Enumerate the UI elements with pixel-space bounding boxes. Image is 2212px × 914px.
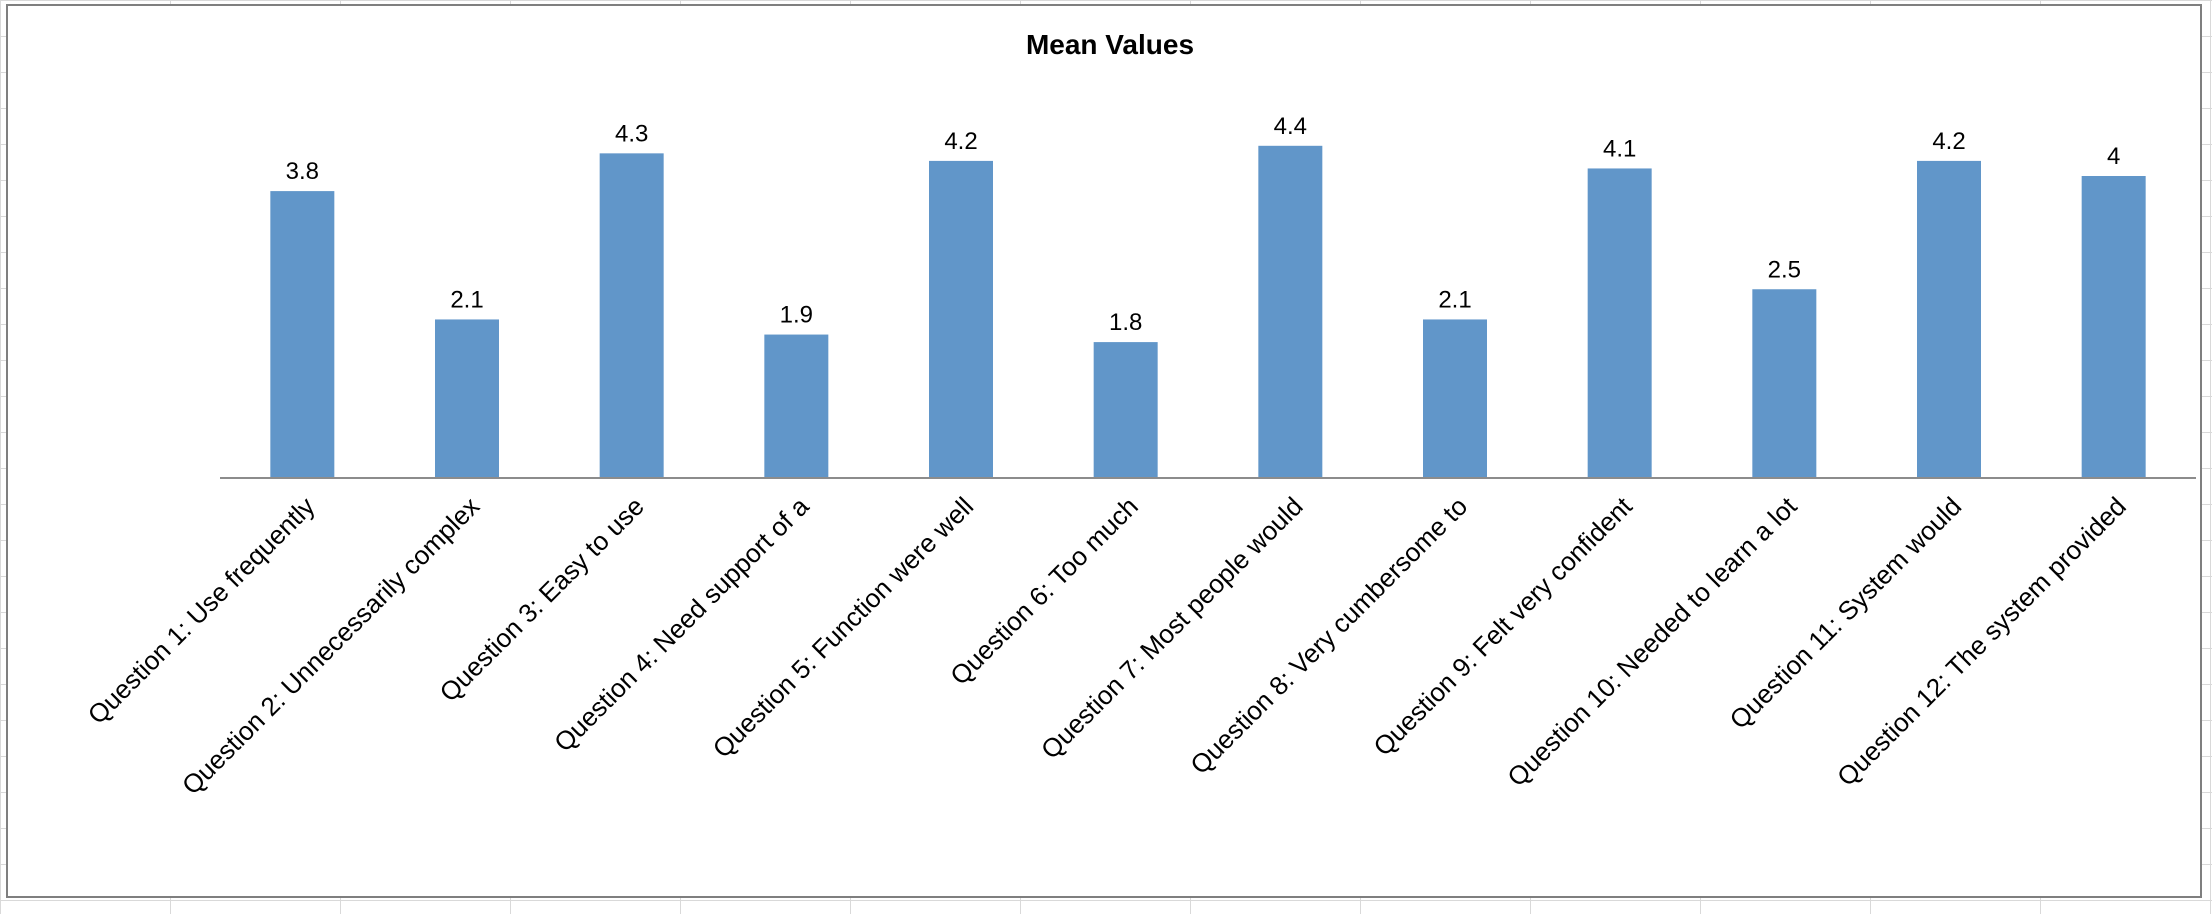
- bars-layer: [270, 145, 2146, 479]
- data-label-7: 4.4: [1274, 113, 1307, 140]
- bar-1[interactable]: [270, 191, 335, 478]
- tick-label-9: Question 9: Felt very confident: [1367, 490, 1638, 761]
- tick-label-6: Question 6: Too much: [944, 491, 1144, 691]
- data-label-11: 4.2: [1932, 128, 1965, 155]
- tick-label-5: Question 5: Function were well: [707, 491, 980, 764]
- data-label-4: 1.9: [780, 302, 813, 329]
- bar-chart: Mean Values 3.8 2.1 4.3 1.9 4.2 1.8 4.4 2.1 4.1 2…: [82, 29, 2196, 800]
- bar-9[interactable]: [1587, 168, 1652, 478]
- bar-5[interactable]: [929, 160, 993, 478]
- chart-area[interactable]: Mean Values 3.8 2.1 4.3 1.9 4.2 1.8 4.4 2.1 4.1 2…: [6, 4, 2202, 898]
- tick-label-10: Question 10: Needed to learn a lot: [1501, 490, 1803, 792]
- bar-12[interactable]: [2081, 176, 2146, 478]
- data-label-12: 4: [2107, 143, 2120, 170]
- data-label-1: 3.8: [286, 158, 319, 185]
- bar-3[interactable]: [599, 153, 664, 478]
- data-label-2: 2.1: [450, 286, 483, 313]
- bar-6[interactable]: [1093, 342, 1158, 478]
- bar-10[interactable]: [1752, 289, 1817, 478]
- data-label-9: 4.1: [1603, 135, 1636, 162]
- chart-title: Mean Values: [1026, 29, 1194, 60]
- tick-label-2: Question 2: Unnecessarily complex: [176, 491, 485, 800]
- bar-11[interactable]: [1917, 160, 1981, 478]
- data-label-5: 4.2: [944, 128, 977, 155]
- bar-8[interactable]: [1423, 319, 1487, 478]
- bar-2[interactable]: [435, 319, 499, 478]
- data-label-3: 4.3: [615, 120, 648, 147]
- bar-7[interactable]: [1258, 145, 1323, 479]
- data-label-6: 1.8: [1109, 309, 1142, 336]
- labels-layer: 3.8 2.1 4.3 1.9 4.2 1.8 4.4 2.1 4.1 2.5 4.2 4: [286, 113, 2121, 336]
- bar-4[interactable]: [764, 334, 829, 478]
- data-label-10: 2.5: [1768, 256, 1801, 283]
- tick-label-12: Question 12: The system provided: [1831, 491, 2132, 792]
- tick-label-7: Question 7: Most people would: [1035, 491, 1309, 765]
- data-label-8: 2.1: [1438, 286, 1471, 313]
- tick-label-8: Question 8: Very cumbersome to: [1184, 491, 1473, 780]
